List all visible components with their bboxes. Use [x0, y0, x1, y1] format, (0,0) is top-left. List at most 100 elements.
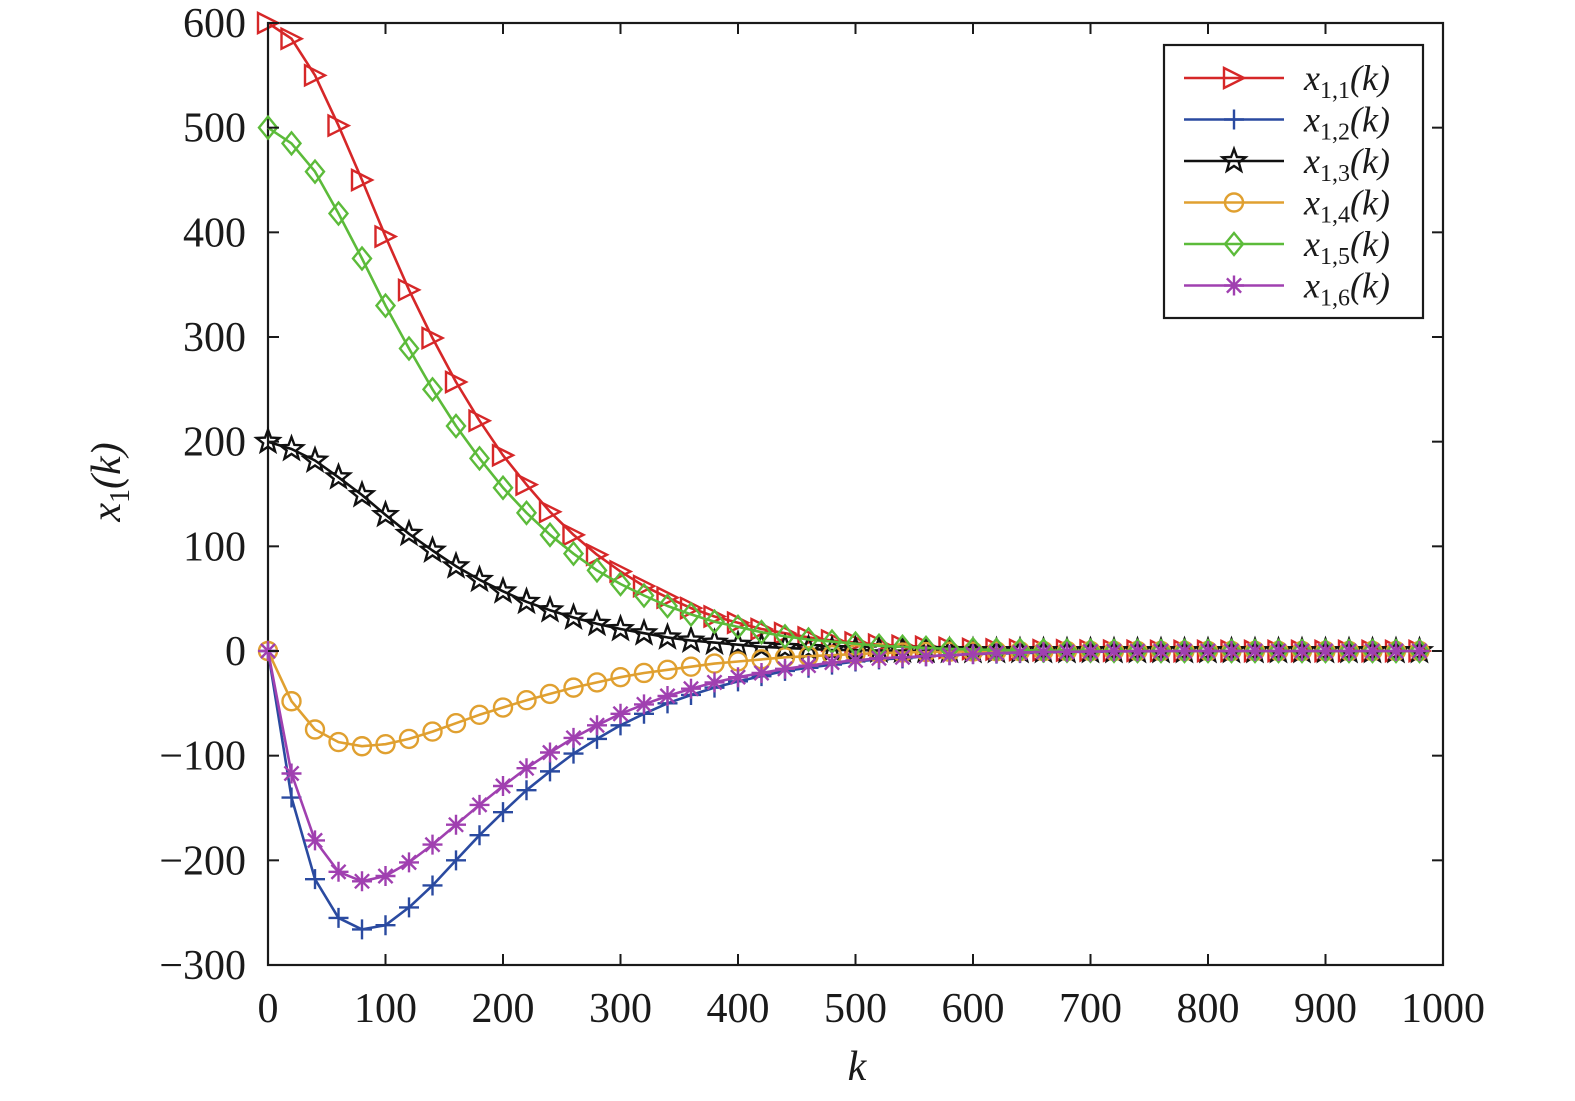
data-point [586, 557, 608, 584]
data-point [609, 559, 634, 584]
legend-label: x1,1(k) [1303, 58, 1390, 104]
legend-entry: x1,3(k) [1184, 141, 1390, 187]
data-point [1292, 641, 1312, 661]
data-point [1315, 641, 1336, 661]
series-line [266, 649, 1420, 883]
data-point [398, 728, 420, 750]
y-tick-label: 600 [183, 1, 246, 47]
data-point [1245, 641, 1265, 661]
y-tick-label: 500 [183, 106, 246, 152]
data-point [538, 499, 563, 524]
x-tick-label: 600 [942, 986, 1005, 1032]
data-point [680, 656, 702, 677]
data-point [468, 445, 491, 472]
data-point [1127, 641, 1148, 662]
data-point [422, 721, 443, 742]
data-point [327, 113, 352, 138]
data-point [422, 875, 443, 896]
data-point [445, 713, 467, 734]
data-point [370, 499, 401, 528]
data-point [1386, 641, 1406, 661]
data-point [774, 623, 796, 650]
data-point [374, 224, 399, 249]
data-point [1033, 642, 1054, 662]
data-point [750, 619, 773, 646]
data-point [634, 694, 654, 715]
data-point [1338, 638, 1360, 664]
legend-label: x1,4(k) [1303, 183, 1390, 229]
data-point [539, 521, 561, 548]
data-point [394, 518, 424, 547]
data-point [1291, 638, 1313, 664]
data-point [351, 245, 373, 272]
data-point [676, 624, 706, 653]
data-point [680, 601, 702, 628]
data-point [1268, 641, 1289, 661]
data-point [609, 571, 632, 597]
legend-marker [1224, 109, 1244, 130]
x-tick-label: 200 [472, 986, 535, 1032]
data-point [986, 643, 1007, 664]
data-point [845, 650, 866, 671]
legend: x1,1(k)x1,2(k)x1,3(k)x1,4(k)x1,5(k)x1,6(… [1162, 43, 1425, 320]
y-tick-label: −100 [159, 734, 246, 780]
data-point [699, 627, 730, 656]
data-point [703, 608, 726, 635]
legend-marker [1224, 275, 1244, 296]
data-point [633, 582, 655, 609]
data-point [375, 733, 396, 755]
data-point [563, 727, 584, 748]
data-point [633, 662, 655, 684]
data-point [563, 677, 584, 698]
data-point [610, 703, 631, 724]
x-tick-label: 500 [824, 986, 887, 1032]
data-point [323, 461, 354, 490]
data-point [446, 814, 466, 835]
data-point [328, 907, 349, 928]
data-point [515, 472, 540, 497]
data-point [347, 479, 377, 508]
data-point [587, 715, 607, 736]
legend-entry: x1,1(k) [1184, 58, 1390, 104]
data-point [586, 672, 608, 693]
series-layer [253, 11, 1435, 940]
legend-box [1162, 43, 1425, 320]
data-point [492, 474, 514, 501]
data-point [281, 763, 302, 784]
data-point [446, 850, 466, 871]
legend-entry: x1,6(k) [1184, 266, 1390, 312]
data-point [280, 130, 303, 157]
y-tick-label: 100 [183, 524, 246, 570]
y-tick-label: 300 [183, 315, 246, 361]
data-point [352, 919, 372, 940]
data-point [328, 731, 349, 753]
data-point [281, 787, 302, 808]
y-tick-label: −200 [159, 838, 246, 884]
legend-entry: x1,2(k) [1184, 100, 1390, 146]
y-tick-label: 200 [183, 420, 246, 466]
data-point [727, 614, 749, 640]
data-point [351, 736, 373, 757]
data-point [328, 861, 349, 882]
data-point [327, 200, 350, 227]
data-point [1198, 641, 1218, 661]
data-point [441, 550, 471, 579]
x-tick-label: 300 [589, 986, 652, 1032]
x-tick-label: 700 [1059, 986, 1122, 1032]
data-point [469, 704, 490, 726]
data-point [374, 292, 397, 319]
data-point [397, 277, 422, 302]
data-point [464, 564, 495, 593]
data-point [793, 633, 824, 662]
tick-labels: 0 100 200 300 400 500 600 700 800 900 1000−300−200… [159, 1, 1485, 1032]
data-point [562, 540, 585, 567]
data-point [516, 780, 537, 801]
x-tick-label: 0 [258, 986, 279, 1032]
y-tick-label: −300 [159, 943, 246, 989]
data-point [540, 761, 560, 782]
data-point [656, 593, 679, 619]
data-point [511, 586, 542, 615]
data-point [1267, 638, 1290, 664]
data-point [1244, 638, 1266, 664]
